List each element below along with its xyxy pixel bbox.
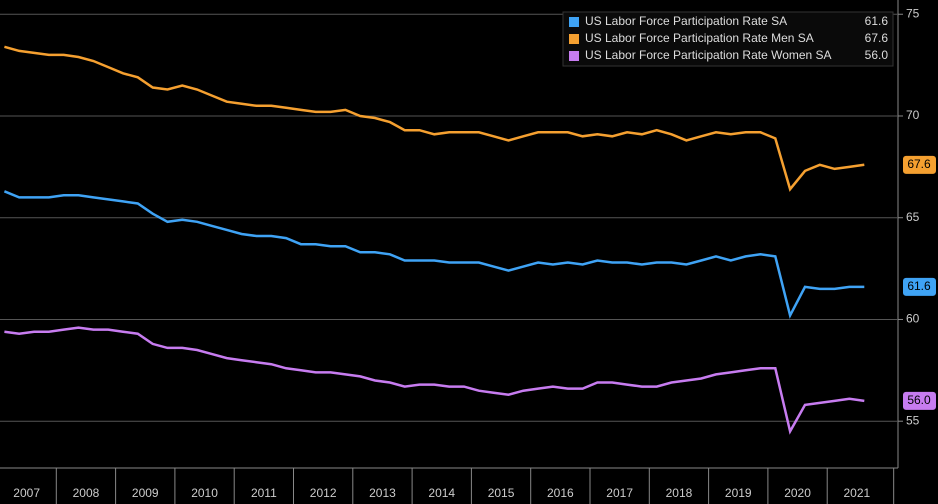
legend-label: US Labor Force Participation Rate SA <box>585 14 787 28</box>
legend-label: US Labor Force Participation Rate Women … <box>585 48 832 62</box>
y-tick-label: 75 <box>906 6 920 20</box>
legend-swatch <box>569 17 579 27</box>
end-tag-label: 67.6 <box>907 157 931 171</box>
x-tick-label: 2015 <box>488 486 515 500</box>
legend-value: 56.0 <box>865 48 889 62</box>
x-tick-label: 2016 <box>547 486 574 500</box>
end-tag <box>903 155 936 174</box>
y-tick-label: 65 <box>906 210 920 224</box>
series-line <box>3 190 865 319</box>
series-line <box>4 45 865 192</box>
x-tick-label: 2017 <box>606 486 633 500</box>
y-tick-label: 70 <box>906 108 920 122</box>
end-tag-label: 56.0 <box>907 393 931 407</box>
x-tick-label: 2009 <box>132 486 159 500</box>
x-tick-label: 2013 <box>369 486 396 500</box>
legend-label: US Labor Force Participation Rate Men SA <box>585 31 814 45</box>
end-tag-label: 61.6 <box>907 279 931 293</box>
legend-value: 67.6 <box>865 31 889 45</box>
legend-swatch <box>569 34 579 44</box>
x-tick-label: 2012 <box>310 486 337 500</box>
x-tick-label: 2007 <box>13 486 40 500</box>
legend-swatch <box>569 51 579 61</box>
y-tick-label: 60 <box>906 312 920 326</box>
end-tag <box>903 277 936 296</box>
x-tick-label: 2008 <box>73 486 100 500</box>
x-tick-label: 2019 <box>725 486 752 500</box>
x-tick-label: 2014 <box>428 486 455 500</box>
x-tick-label: 2011 <box>251 486 277 500</box>
legend-value: 61.6 <box>865 14 889 28</box>
series-line <box>4 326 865 435</box>
x-tick-label: 2021 <box>843 486 870 500</box>
y-tick-label: 55 <box>906 413 920 427</box>
x-tick-label: 2010 <box>191 486 218 500</box>
legend-box <box>562 11 894 67</box>
x-tick-label: 2020 <box>784 486 811 500</box>
x-tick-label: 2018 <box>666 486 693 500</box>
end-tag <box>903 391 936 410</box>
